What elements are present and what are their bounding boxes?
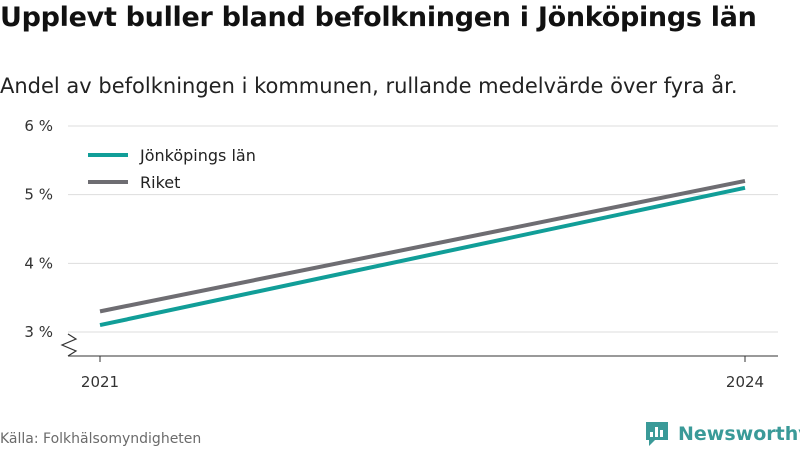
series-line-jonkopings-lan [99, 185, 746, 328]
chart-title: Upplevt buller bland befolkningen i Jönk… [0, 2, 757, 33]
axis-break-icon [60, 333, 78, 357]
series-line-riket [99, 178, 746, 314]
source-note: Källa: Folkhälsomyndigheten [0, 431, 202, 447]
y-tick-label-5: 5 % [24, 186, 53, 204]
x-tick-label-2024: 2024 [726, 373, 764, 391]
line-chart: 3 % 4 % 5 % 6 % 2021 2024 Jönköpings län Riket [24, 117, 778, 391]
axes: 3 % 4 % 5 % 6 % 2021 2024 [24, 117, 778, 391]
brand-logo: Newsworthy [644, 420, 800, 448]
legend-label-riket: Riket [140, 173, 180, 192]
legend-label-jonkopings-lan: Jönköpings län [139, 146, 256, 165]
chart-subtitle: Andel av befolkningen i kommunen, rullan… [0, 74, 738, 98]
brand-name: Newsworthy [678, 423, 800, 445]
bar-chart-logo-icon [646, 422, 668, 446]
grid-lines [68, 125, 778, 333]
series-lines [99, 178, 746, 328]
y-tick-label-6: 6 % [24, 117, 53, 135]
y-tick-label-3: 3 % [24, 323, 53, 341]
x-tick-label-2021: 2021 [81, 373, 119, 391]
legend: Jönköpings län Riket [88, 146, 256, 192]
y-tick-label-4: 4 % [24, 254, 53, 272]
